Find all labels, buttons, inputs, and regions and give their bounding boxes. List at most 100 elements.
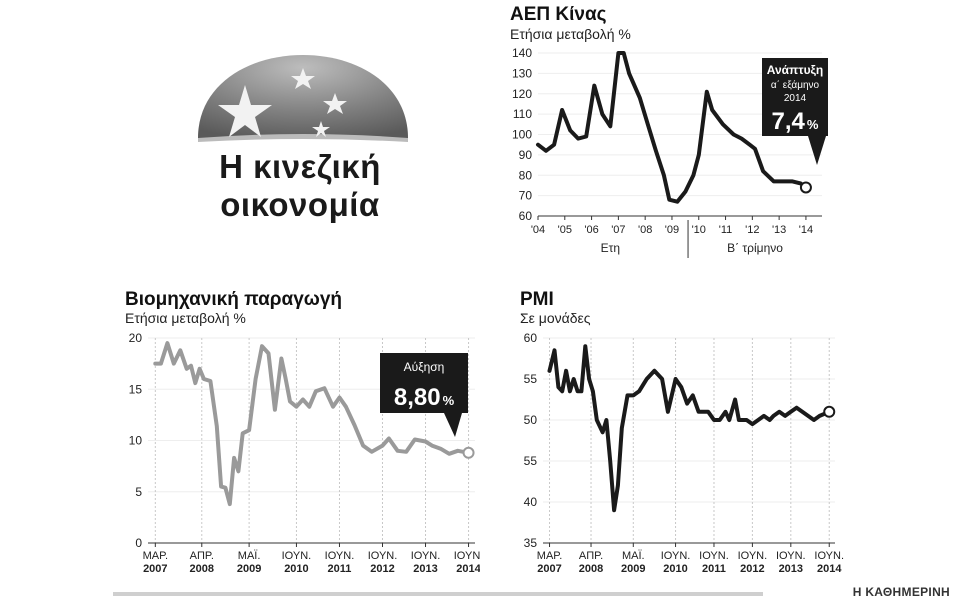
y-tick-label: 55 [524, 372, 538, 386]
x-tick-label: ΙΟΥΝ. [699, 550, 729, 562]
series-line [153, 341, 471, 507]
y-tick-label: 130 [512, 66, 532, 80]
y-tick-label: 35 [524, 536, 538, 550]
footer-divider [113, 592, 763, 596]
publisher-credit: Η ΚΑΘΗΜΕΡΙΝΗ [852, 585, 950, 599]
x-tick-label: '05 [558, 224, 572, 236]
badge-line3: 2014 [784, 93, 807, 104]
x-tick-label: '07 [611, 224, 625, 236]
x-tick-label: ΙΟΥΝ. [325, 550, 355, 562]
x-tick-label: '08 [638, 224, 652, 236]
x-tick-label: ΜΑΡ. [143, 550, 169, 562]
x-tick-label: ΑΠΡ. [190, 550, 214, 562]
badge-value-unit: % [807, 117, 819, 132]
badge-background [380, 353, 468, 413]
x-tick-label: '11 [719, 224, 733, 236]
badge-pointer [808, 136, 826, 165]
x-tick-label: ΙΟΥΝ. [776, 550, 806, 562]
x-tick-label: ΙΟΥΝ. [814, 550, 844, 562]
x-tick-label: ΙΟΥΝ. [454, 550, 480, 562]
industry-growth-badge: Αύξηση 8,80% [380, 353, 468, 437]
y-tick-label: 120 [512, 87, 532, 101]
pmi-chart-subtitle: Σε μονάδες [520, 310, 591, 326]
x-group-label: Ετη [601, 241, 620, 255]
badge-value-number: 7,4 [772, 108, 806, 135]
gdp-chart-title: ΑΕΠ Κίνας [510, 4, 607, 25]
x-tick-year: 2008 [579, 563, 603, 575]
y-tick-label: 50 [524, 413, 538, 427]
page-title-line2: οικονομία [220, 186, 380, 223]
industry-chart-title: Βιομηχανική παραγωγή [125, 289, 343, 310]
x-tick-year: 2013 [413, 563, 437, 575]
gdp-chart-subtitle: Ετήσια μεταβολή % [510, 26, 631, 42]
y-tick-label: 60 [524, 331, 538, 345]
y-tick-label: 10 [129, 434, 143, 448]
series-line [547, 344, 832, 513]
x-tick-label: ΙΟΥΝ. [368, 550, 398, 562]
x-tick-year: 2007 [537, 563, 561, 575]
y-tick-label: 15 [129, 382, 143, 396]
x-tick-year: 2011 [328, 563, 352, 575]
x-tick-year: 2010 [284, 563, 308, 575]
china-flag-dome-icon [198, 55, 408, 142]
x-tick-label: ΜΑΪ. [622, 550, 645, 562]
y-tick-label: 70 [519, 189, 533, 203]
x-tick-label: ΙΟΥΝ. [411, 550, 441, 562]
x-tick-label: ΜΑΡ. [537, 550, 563, 562]
x-tick-year: 2010 [663, 563, 687, 575]
x-tick-label: ΙΟΥΝ. [738, 550, 768, 562]
x-tick-year: 2008 [190, 563, 214, 575]
badge-value: 7,4% [772, 108, 819, 135]
x-tick-year: 2014 [817, 563, 842, 575]
x-tick-year: 2007 [143, 563, 167, 575]
gdp-growth-badge: Ανάπτυξη α΄ εξάμηνο 2014 7,4% [762, 58, 828, 165]
industry-chart: 20151050ΜΑΡ.2007ΑΠΡ.2008ΜΑΪ.2009ΙΟΥΝ.201… [129, 331, 480, 575]
x-tick-year: 2012 [740, 563, 764, 575]
x-tick-label: '09 [665, 224, 679, 236]
x-tick-year: 2014 [456, 563, 480, 575]
y-tick-label: 90 [519, 148, 533, 162]
last-value-marker [823, 405, 836, 418]
last-value-marker [462, 446, 475, 459]
badge-line1: Αύξηση [404, 360, 445, 374]
badge-background [762, 58, 828, 136]
x-tick-label: ΙΟΥΝ. [661, 550, 691, 562]
page-title: Η κινεζική οικονομία [180, 148, 420, 224]
x-tick-label: '10 [692, 224, 706, 236]
x-tick-label: '14 [799, 224, 813, 236]
badge-value: 8,80% [394, 384, 455, 411]
x-tick-label: '13 [772, 224, 786, 236]
x-group-label: Β΄ τρίμηνο [727, 241, 783, 255]
badge-line1: Ανάπτυξη [767, 63, 823, 77]
x-tick-label: ΜΑΪ. [238, 550, 261, 562]
x-tick-label: ΙΟΥΝ. [282, 550, 312, 562]
y-tick-label: 60 [519, 209, 533, 223]
badge-value-number: 8,80 [394, 384, 441, 411]
x-tick-label: ΑΠΡ. [579, 550, 603, 562]
y-tick-label: 5 [135, 485, 142, 499]
y-tick-label: 100 [512, 128, 532, 142]
y-tick-label: 40 [524, 495, 538, 509]
last-value-marker [799, 181, 812, 194]
y-tick-label: 55 [524, 454, 538, 468]
x-tick-year: 2012 [370, 563, 394, 575]
x-tick-year: 2009 [237, 563, 261, 575]
y-tick-label: 110 [513, 107, 532, 121]
badge-pointer [444, 413, 462, 437]
badge-line2: α΄ εξάμηνο [771, 79, 820, 91]
pmi-chart-title: PMI [520, 289, 554, 310]
gdp-chart: 140 130 120 110 100 90 80 70 60'04 '05 '06 '07 '08 '0… [512, 46, 828, 258]
x-tick-year: 2013 [779, 563, 803, 575]
industry-chart-subtitle: Ετήσια μεταβολή % [125, 310, 246, 326]
x-tick-year: 2009 [621, 563, 645, 575]
y-tick-label: 0 [135, 536, 142, 550]
y-tick-label: 140 [512, 46, 532, 60]
page-title-line1: Η κινεζική [219, 148, 381, 185]
x-tick-year: 2011 [702, 563, 726, 575]
series-line [536, 51, 808, 204]
x-tick-label: '04 [531, 224, 545, 236]
x-tick-label: '12 [745, 224, 759, 236]
y-tick-label: 20 [129, 331, 143, 345]
x-tick-label: '06 [584, 224, 598, 236]
